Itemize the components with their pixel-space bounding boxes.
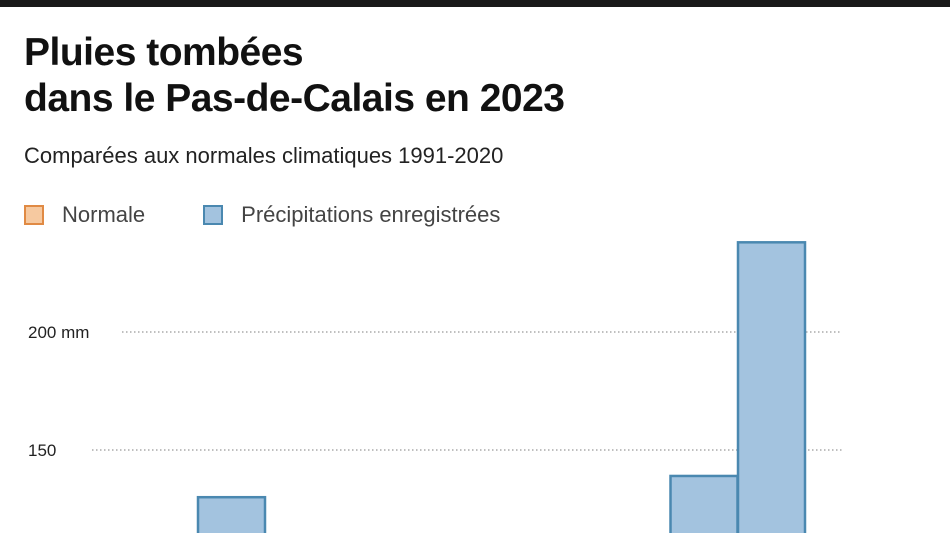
legend-swatch-precipitations bbox=[203, 205, 224, 225]
bar-month-3 bbox=[196, 495, 267, 533]
legend-label: Normale bbox=[62, 202, 146, 227]
chart-subtitle: Comparées aux normales climatiques 1991-… bbox=[24, 143, 504, 168]
legend-swatch-normale bbox=[24, 205, 44, 225]
y-tick-label: 150 bbox=[28, 441, 56, 460]
legend: Normale Précipitations enregistrées bbox=[24, 202, 558, 228]
chart-title: Pluies tombées dans le Pas-de-Calais en 2… bbox=[24, 31, 565, 120]
bar-month-11 bbox=[736, 241, 807, 533]
legend-label: Précipitations enregistrées bbox=[241, 202, 501, 227]
y-tick-label: 200 mm bbox=[28, 323, 89, 342]
legend-item-precipitations: Précipitations enregistrées bbox=[203, 202, 500, 228]
top-rule bbox=[0, 0, 950, 7]
legend-item-normale: Normale bbox=[24, 202, 145, 228]
bar-month-10 bbox=[669, 474, 739, 533]
